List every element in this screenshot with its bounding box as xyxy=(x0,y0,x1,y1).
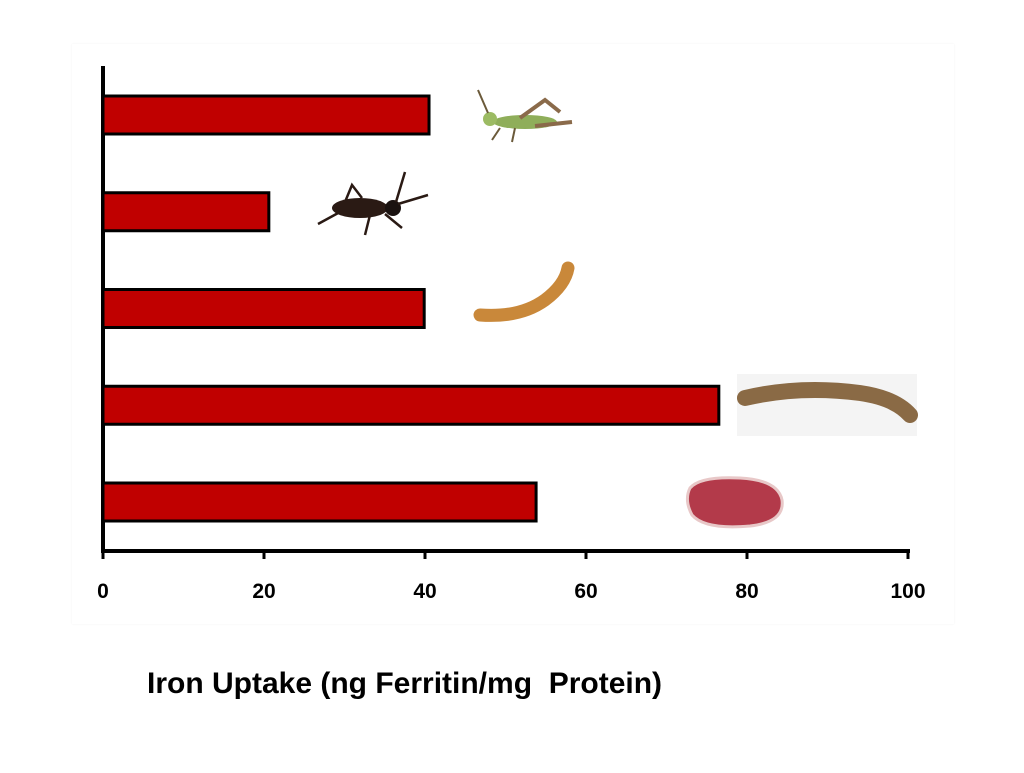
x-tick-label: 80 xyxy=(735,580,758,603)
bar xyxy=(101,288,426,329)
cricket-icon xyxy=(317,171,429,236)
x-axis-label: Iron Uptake (ng Ferritin/mg Protein) xyxy=(147,667,663,700)
bar xyxy=(101,94,431,136)
mealworm-body xyxy=(473,261,575,322)
larva-icon xyxy=(737,374,918,436)
grasshopper-icon xyxy=(477,89,573,143)
bar xyxy=(101,384,721,426)
mealworm-icon xyxy=(473,261,575,322)
beef-steak xyxy=(685,476,784,529)
cricket-legs xyxy=(317,171,429,236)
grasshopper-body xyxy=(493,115,557,129)
beef-icon xyxy=(685,476,784,529)
x-tick-label: 40 xyxy=(413,580,436,603)
grasshopper-head xyxy=(483,112,497,126)
x-tick-label: 100 xyxy=(890,580,925,603)
x-tick-label: 60 xyxy=(574,580,597,603)
bar xyxy=(101,191,271,233)
larva-body xyxy=(737,381,918,423)
x-tick-label: 20 xyxy=(252,580,275,603)
x-tick-label: 0 xyxy=(97,580,109,603)
grasshopper-antenna xyxy=(477,89,516,143)
bar xyxy=(101,481,538,523)
grasshopper-legs xyxy=(518,97,573,128)
cricket-head xyxy=(385,200,401,216)
cricket-body xyxy=(332,198,388,218)
